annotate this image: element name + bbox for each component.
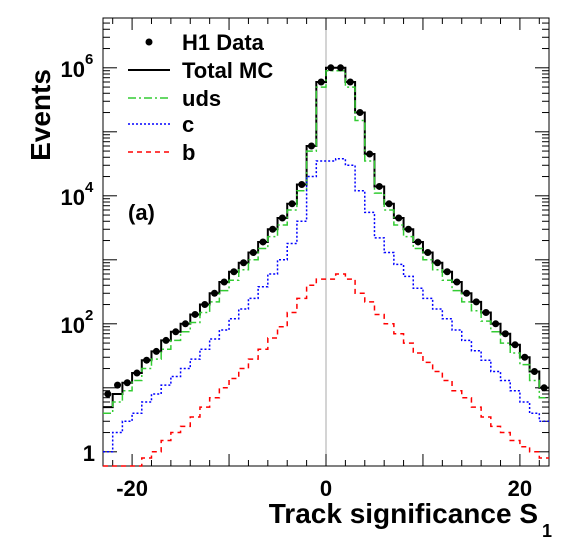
y-tick-exponent: 6 <box>85 51 93 68</box>
y-tick-label: 10 <box>61 313 85 338</box>
data-point <box>317 78 325 86</box>
data-point <box>220 278 228 286</box>
data-point <box>540 384 548 392</box>
panel-label: (a) <box>128 200 155 225</box>
data-point <box>434 259 441 267</box>
data-point <box>482 309 490 317</box>
y-tick-label: 1 <box>83 441 95 466</box>
data-point <box>501 330 509 338</box>
data-point <box>375 182 383 190</box>
data-point <box>249 249 257 257</box>
data-point <box>123 379 131 387</box>
legend-label-total: Total MC <box>182 58 273 83</box>
legend-label-c: c <box>182 112 194 137</box>
data-point <box>278 214 286 222</box>
y-tick-exponent: 2 <box>85 307 93 324</box>
data-point <box>143 356 151 364</box>
x-tick-label: 0 <box>320 476 332 501</box>
data-point <box>191 310 199 318</box>
series-c-line <box>103 157 549 453</box>
data-point <box>385 200 393 208</box>
data-point <box>453 278 461 286</box>
data-point <box>511 341 519 349</box>
data-point <box>521 353 529 361</box>
data-point <box>201 301 209 309</box>
y-tick-label: 10 <box>61 57 85 82</box>
data-point <box>530 367 538 375</box>
data-point <box>181 320 189 328</box>
data-point <box>337 64 345 72</box>
data-point <box>288 200 296 208</box>
data-point <box>240 259 248 267</box>
y-axis-label: Events <box>25 69 56 161</box>
y-tick-label: 10 <box>61 185 85 210</box>
data-point <box>133 369 141 377</box>
data-point <box>114 381 122 389</box>
data-points <box>104 64 548 398</box>
x-tick-label: -20 <box>116 476 148 501</box>
data-point <box>472 298 480 306</box>
data-point <box>463 289 471 297</box>
data-point <box>366 150 374 158</box>
legend-label-b: b <box>182 140 195 165</box>
data-point <box>307 142 315 150</box>
x-axis-label-subscript: 1 <box>542 521 552 541</box>
data-point <box>395 214 403 222</box>
data-point <box>356 109 364 117</box>
data-point <box>327 64 335 72</box>
data-point <box>443 268 451 276</box>
data-point <box>424 249 432 257</box>
series-total-line <box>103 66 549 409</box>
data-point <box>104 390 112 398</box>
data-point <box>172 328 180 336</box>
data-point <box>298 181 306 189</box>
data-point <box>211 289 218 297</box>
data-point <box>414 238 422 246</box>
x-tick-label: 20 <box>508 476 532 501</box>
x-axis-label: Track significance S <box>269 498 538 529</box>
data-point <box>346 78 354 86</box>
data-point <box>492 320 500 328</box>
data-point <box>162 336 170 344</box>
legend-label-uds: uds <box>182 86 221 111</box>
data-point <box>259 238 267 246</box>
legend-marker-data <box>145 38 153 46</box>
data-point <box>269 225 277 233</box>
series-uds-line <box>103 69 549 415</box>
data-point <box>404 225 412 233</box>
legend-label-data: H1 Data <box>182 30 265 55</box>
data-point <box>230 268 238 276</box>
data-point <box>152 347 160 355</box>
series <box>103 66 549 467</box>
y-tick-exponent: 4 <box>85 179 94 196</box>
